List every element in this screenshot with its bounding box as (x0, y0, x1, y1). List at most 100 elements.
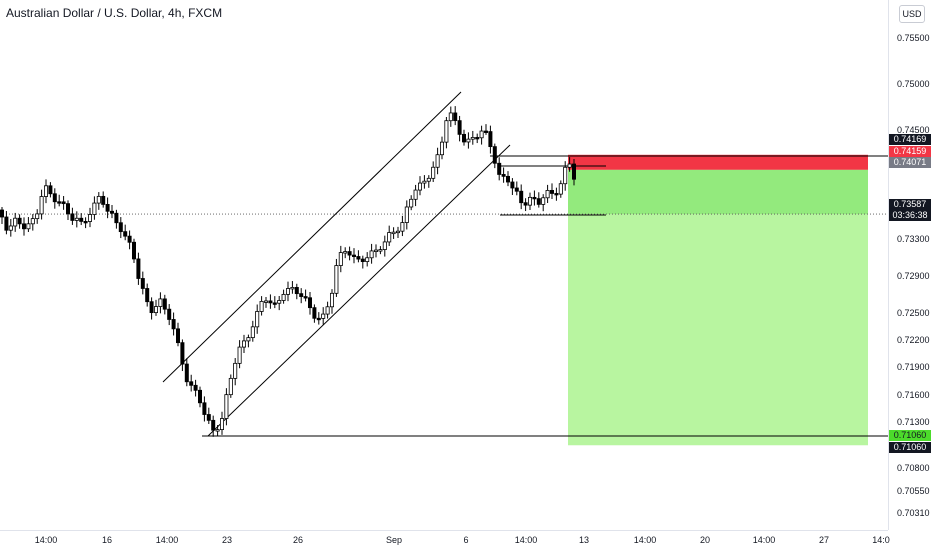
candle-body (550, 190, 555, 194)
candle-body (92, 202, 97, 215)
candle-body (444, 120, 449, 143)
price-tag-dark: 0.71060 (889, 442, 931, 453)
candle-body (532, 196, 537, 200)
candle-body (8, 225, 13, 231)
chart-title: Australian Dollar / U.S. Dollar, 4h, FXC… (6, 6, 223, 20)
candle-body (461, 133, 466, 143)
candle-body (497, 162, 502, 175)
candle-body (448, 112, 453, 122)
candle-body (312, 307, 317, 319)
candle-body (153, 306, 158, 314)
candle-body (83, 221, 88, 224)
candle-body (162, 298, 167, 310)
candle-body (0, 209, 4, 218)
candle-body (554, 193, 559, 196)
candle-body (211, 419, 216, 431)
candle-body (184, 363, 189, 383)
candle-body (563, 166, 568, 185)
target-zone-filled (568, 169, 868, 215)
price-tag-red: 0.74159 (889, 146, 931, 157)
candle-body (145, 288, 150, 303)
candle-body (369, 250, 374, 259)
price-tick-label: 0.75000 (897, 78, 930, 89)
candle-body (250, 326, 255, 339)
candle-body (387, 232, 392, 243)
candle-body (365, 257, 370, 263)
time-tick-label: 14:00 (514, 535, 538, 545)
time-tick-label: 23 (221, 535, 233, 545)
candle-body (439, 141, 444, 156)
candle-body (457, 120, 462, 135)
time-tick-label: 14:0 (872, 535, 890, 545)
candle-body (44, 185, 49, 197)
price-tick-label: 0.70310 (897, 507, 930, 518)
candle-body (17, 217, 22, 225)
candle-body (347, 251, 352, 256)
candle-body (395, 230, 400, 234)
candle-body (202, 402, 207, 415)
time-axis-border (0, 530, 888, 531)
candle-body (426, 177, 431, 182)
candle-body (431, 166, 436, 179)
candle-body (255, 311, 260, 328)
price-tick-label: 0.71300 (897, 417, 930, 428)
candle-body (131, 241, 136, 260)
price-tag-dark: 0.73587 03:36:38 (889, 199, 931, 221)
candle-body (567, 163, 572, 168)
price-tick-label: 0.71900 (897, 362, 930, 373)
candle-body (373, 249, 378, 252)
candle-body (35, 213, 40, 220)
candle-body (316, 317, 321, 321)
candle-body (105, 204, 110, 212)
candle-body (70, 213, 75, 221)
candle-body (409, 198, 414, 208)
currency-button[interactable]: USD (899, 5, 925, 23)
candle-body (268, 300, 273, 304)
price-tag-gray: 0.74071 (889, 157, 931, 168)
candle-body (325, 306, 330, 315)
candle-body (413, 189, 418, 200)
candle-body (501, 174, 506, 177)
price-tick-label: 0.72500 (897, 307, 930, 318)
price-tick-label: 0.72200 (897, 334, 930, 345)
time-tick-label: 16 (101, 535, 113, 545)
channel-lower-line (207, 144, 511, 437)
candle-body (466, 138, 471, 143)
candle-body (572, 163, 577, 180)
time-tick-label: 27 (818, 535, 830, 545)
candle-body (123, 231, 128, 237)
candle-body (66, 203, 71, 215)
price-tick-label: 0.74500 (897, 124, 930, 135)
candle-body (294, 287, 299, 295)
candle-body (118, 222, 123, 233)
candle-body (510, 181, 515, 189)
candle-body (136, 258, 141, 279)
candle-body (272, 302, 277, 305)
candle-body (246, 337, 251, 342)
price-axis-border (888, 0, 889, 530)
candle-body (277, 300, 282, 304)
time-tick-label: 14:00 (155, 535, 179, 545)
stop-zone (568, 154, 868, 170)
candle-body (57, 201, 62, 204)
candle-body (400, 222, 405, 232)
candle-body (39, 196, 44, 215)
candle-body (528, 196, 533, 206)
candle-body (26, 223, 31, 230)
candle-body (96, 195, 101, 204)
price-tick-label: 0.75500 (897, 33, 930, 43)
candle-body (382, 241, 387, 250)
candle-body (233, 362, 238, 379)
candle-body (285, 288, 290, 295)
price-tick-label: 0.73300 (897, 234, 930, 245)
candle-body (492, 146, 497, 164)
target-zone (568, 169, 868, 446)
candle-body (391, 231, 396, 235)
candle-body (110, 210, 115, 214)
candle-body (343, 251, 348, 254)
candle-body (52, 193, 57, 203)
candle-body (127, 235, 132, 243)
candle-body (228, 377, 233, 396)
candle-body (536, 198, 541, 205)
